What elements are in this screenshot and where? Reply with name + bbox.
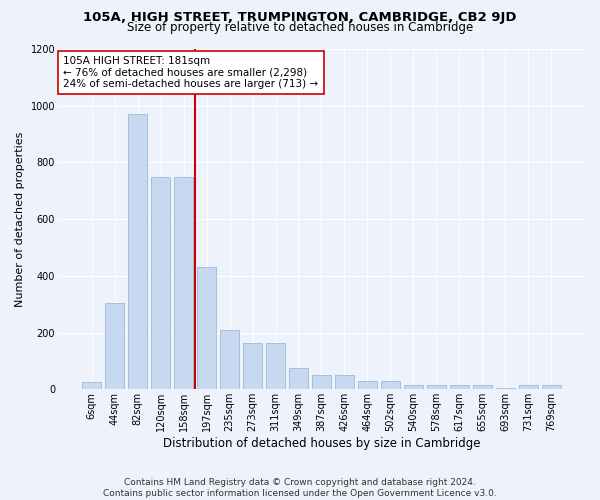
Bar	[197, 268, 217, 390]
Bar	[312, 375, 331, 390]
Bar	[266, 342, 285, 390]
Bar	[542, 385, 561, 390]
Bar	[151, 176, 170, 390]
Bar	[174, 176, 193, 390]
Bar	[518, 385, 538, 390]
Bar	[243, 342, 262, 390]
Bar	[289, 368, 308, 390]
Bar	[358, 381, 377, 390]
Bar	[380, 381, 400, 390]
Bar	[82, 382, 101, 390]
Bar	[449, 385, 469, 390]
Bar	[335, 375, 354, 390]
Bar	[404, 385, 423, 390]
Text: Size of property relative to detached houses in Cambridge: Size of property relative to detached ho…	[127, 21, 473, 34]
Y-axis label: Number of detached properties: Number of detached properties	[15, 132, 25, 307]
X-axis label: Distribution of detached houses by size in Cambridge: Distribution of detached houses by size …	[163, 437, 480, 450]
Bar	[105, 303, 124, 390]
Bar	[473, 385, 492, 390]
Bar	[128, 114, 148, 390]
Text: Contains HM Land Registry data © Crown copyright and database right 2024.
Contai: Contains HM Land Registry data © Crown c…	[103, 478, 497, 498]
Bar	[496, 388, 515, 390]
Text: 105A, HIGH STREET, TRUMPINGTON, CAMBRIDGE, CB2 9JD: 105A, HIGH STREET, TRUMPINGTON, CAMBRIDG…	[83, 11, 517, 24]
Bar	[427, 385, 446, 390]
Text: 105A HIGH STREET: 181sqm
← 76% of detached houses are smaller (2,298)
24% of sem: 105A HIGH STREET: 181sqm ← 76% of detach…	[63, 56, 319, 89]
Bar	[220, 330, 239, 390]
